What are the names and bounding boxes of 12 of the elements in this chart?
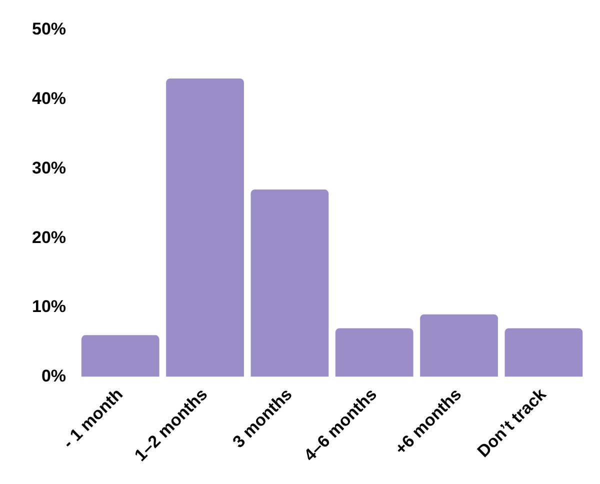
y-tick-label: 10% bbox=[32, 297, 66, 316]
bar bbox=[504, 328, 583, 377]
bar bbox=[250, 190, 329, 377]
bar bbox=[166, 78, 244, 377]
y-tick-label: 50% bbox=[32, 20, 66, 39]
bar bbox=[420, 314, 498, 377]
y-tick-label: 0% bbox=[41, 366, 66, 386]
bar bbox=[335, 328, 414, 377]
y-tick-label: 40% bbox=[32, 89, 66, 108]
y-tick-label: 30% bbox=[32, 158, 66, 178]
y-tick-label: 20% bbox=[32, 228, 66, 247]
bar bbox=[81, 335, 160, 377]
